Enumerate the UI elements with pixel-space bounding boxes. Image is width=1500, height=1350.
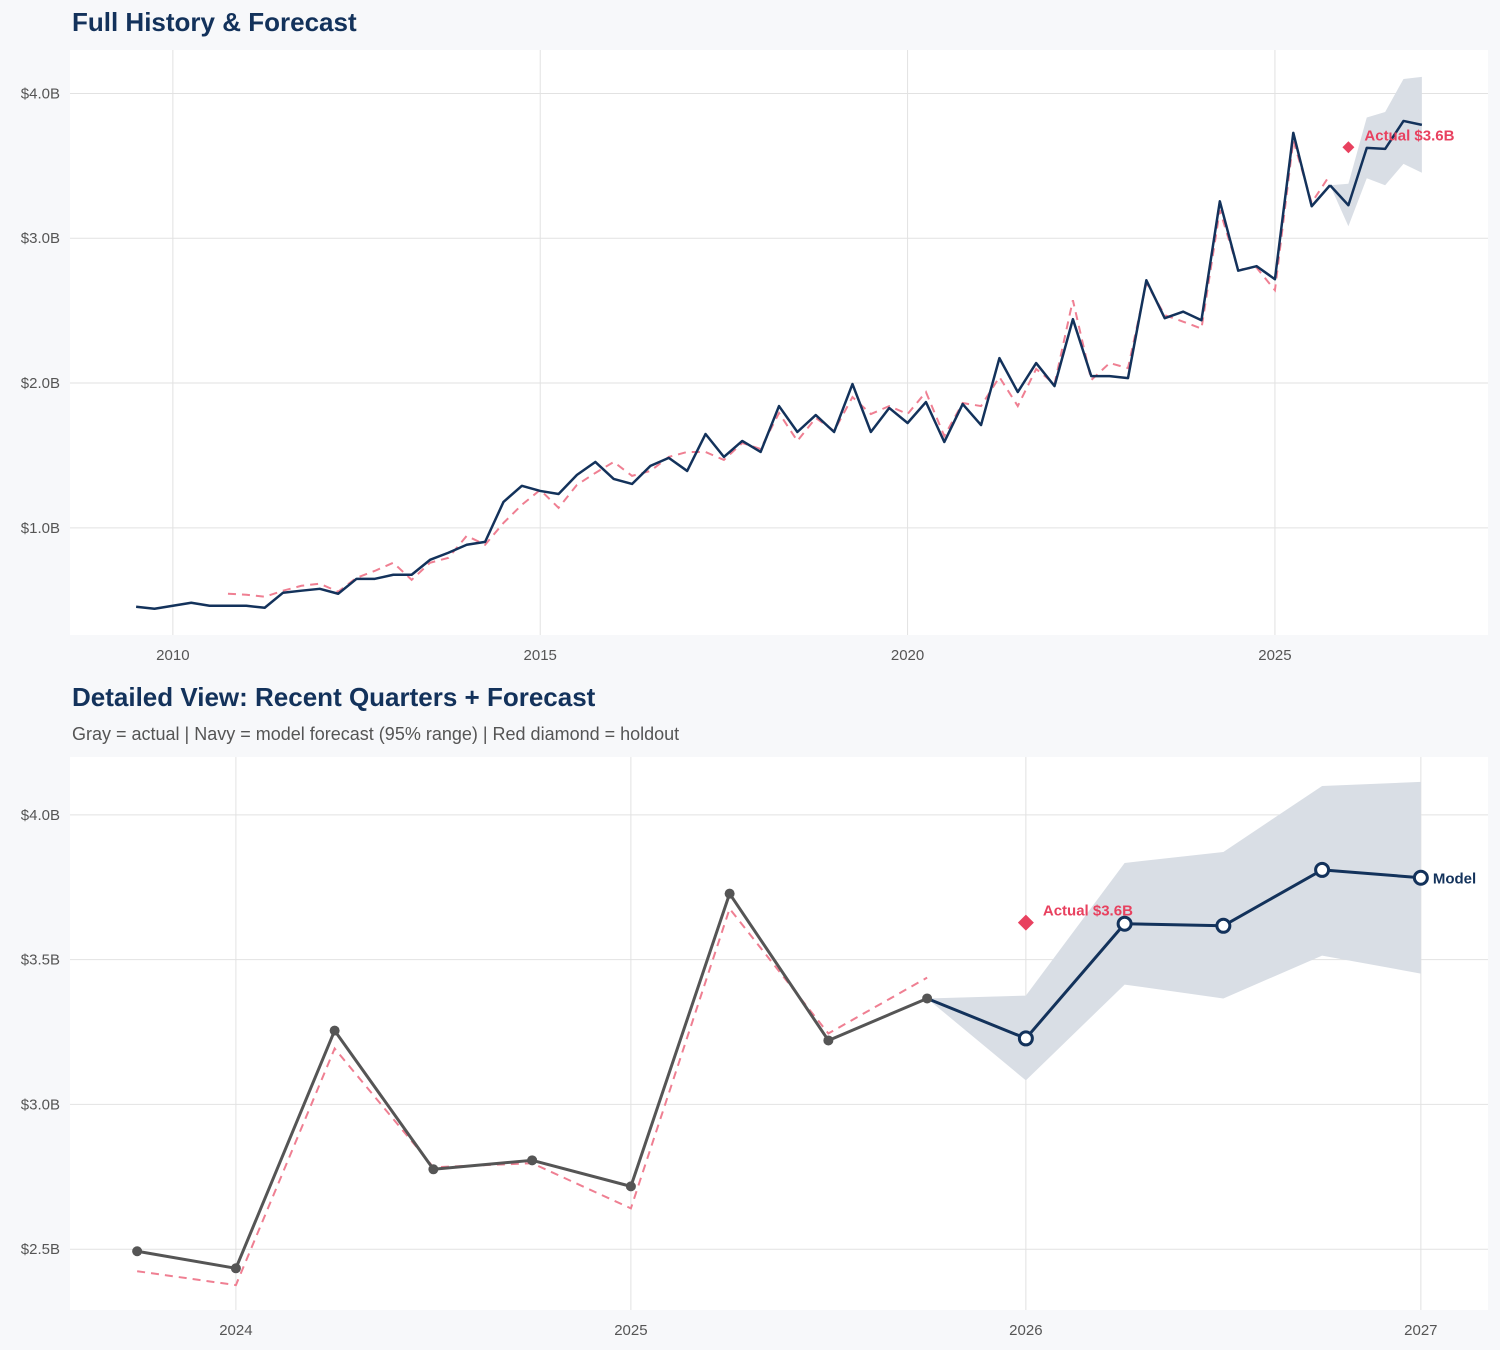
actual-point: [230, 1263, 241, 1274]
y-tick-label: $2.5B: [21, 1241, 60, 1258]
actual-point: [922, 993, 933, 1004]
y-tick-label: $4.0B: [21, 85, 60, 102]
plot-background: [70, 50, 1488, 635]
actual-point: [527, 1155, 538, 1166]
forecast-confidence-band: [927, 781, 1421, 1081]
y-tick-label: $4.0B: [21, 807, 60, 824]
forecast-label: Model: [1433, 871, 1476, 888]
chart-title-top: Full History & Forecast: [72, 7, 357, 37]
holdout-diamond: [1342, 141, 1355, 154]
x-tick-label: 2015: [524, 647, 557, 664]
actual-point: [428, 1164, 439, 1175]
actual-line: [135, 131, 1331, 611]
plot-detailed-view: 2024 2025 2026 2027 $2.5B $3.0B $3.5B $4.0B Mode…: [21, 757, 1488, 1339]
forecast-point: [1017, 1030, 1034, 1047]
y-tick-label: $3.5B: [21, 952, 60, 969]
x-tick-label: 2027: [1404, 1322, 1437, 1339]
x-tick-label: 2010: [156, 647, 189, 664]
x-tick-label: 2025: [614, 1322, 647, 1339]
forecast-point: [1412, 869, 1429, 886]
forecast-point: [1314, 861, 1331, 878]
y-tick-label: $2.0B: [21, 375, 60, 392]
holdout-label: Actual $3.6B: [1043, 903, 1133, 920]
actual-point: [132, 1246, 143, 1257]
actual-point: [823, 1035, 834, 1046]
y-tick-label: $3.0B: [21, 230, 60, 247]
forecast-line: [926, 868, 1421, 1040]
x-tick-label: 2025: [1258, 647, 1291, 664]
y-tick-label: $1.0B: [21, 520, 60, 537]
forecast-point: [1116, 915, 1133, 932]
holdout-diamond: [1017, 914, 1034, 931]
chart-title-detail: Detailed View: Recent Quarters + Forecas…: [72, 682, 596, 712]
actual-point: [329, 1025, 340, 1036]
y-tick-label: $3.0B: [21, 1096, 60, 1113]
holdout-label: Actual $3.6B: [1364, 127, 1454, 144]
actual-point: [625, 1181, 636, 1192]
forecast-line: [1329, 119, 1423, 207]
x-tick-label: 2020: [891, 647, 924, 664]
chart-subtitle-detail: Gray = actual | Navy = model forecast (9…: [72, 724, 679, 744]
x-tick-label: 2024: [219, 1322, 252, 1339]
actual-point: [724, 888, 735, 899]
forecast-point: [1215, 917, 1232, 934]
x-tick-label: 2026: [1009, 1322, 1042, 1339]
plot-full-history: 2010 2015 2020 2025 $1.0B $2.0B $3.0B $4.0B Actu…: [21, 50, 1488, 664]
